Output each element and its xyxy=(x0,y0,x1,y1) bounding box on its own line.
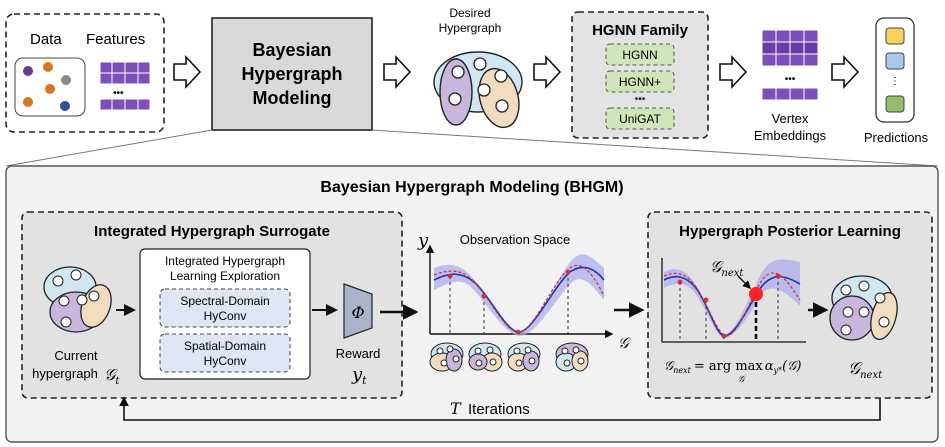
posterior-uncertainty-band xyxy=(664,259,800,338)
spatial-hyconv-box xyxy=(159,333,291,373)
vertex-ellipsis: ••• xyxy=(785,74,796,85)
desired-line2: Hypergraph xyxy=(439,21,502,35)
observed-hypergraph-icon xyxy=(429,342,464,372)
vertex-line1: Vertex xyxy=(772,111,809,126)
data-node-icon xyxy=(61,75,71,85)
data-node-icon xyxy=(43,62,53,72)
prediction-cell-icon xyxy=(885,52,905,70)
vertex-embeddings-icon xyxy=(761,29,819,101)
data-node-icon xyxy=(45,84,55,94)
posterior-title: Hypergraph Posterior Learning xyxy=(679,223,901,240)
features-label: Features xyxy=(86,31,145,48)
current-symbol: 𝒢t xyxy=(104,365,120,387)
zoom-line xyxy=(5,129,213,167)
desired-hypergraph-icon xyxy=(433,51,523,129)
bhgm-box xyxy=(211,17,373,131)
hgnn-model-label: HGNN xyxy=(622,48,657,62)
observation-point xyxy=(447,273,453,279)
feature-matrix-icon xyxy=(99,61,151,111)
flow-arrow-icon xyxy=(533,54,562,90)
spectral-line2: HyConv xyxy=(204,309,247,323)
hgnn-model-label: UniGAT xyxy=(619,112,661,126)
hgnn-model-label: HGNN+ xyxy=(619,75,661,89)
vertex-line2: Embeddings xyxy=(754,128,827,143)
next-label: 𝒢next xyxy=(710,257,744,279)
observed-hypergraph-icon xyxy=(555,342,589,372)
current-line2: hypergraph xyxy=(32,366,98,381)
spectral-line1: Spectral-Domain xyxy=(180,294,269,308)
prediction-cell-icon xyxy=(885,27,905,45)
iterations-label: Iterations xyxy=(468,401,530,418)
argmax-under: 𝒢 xyxy=(738,375,746,385)
flow-arrow-icon xyxy=(831,54,860,90)
data-node-icon xyxy=(23,66,33,76)
zoom-line xyxy=(371,129,939,167)
reward-symbol: yt xyxy=(351,364,367,387)
hgnn-ellipsis: ••• xyxy=(635,94,646,105)
hgnn-model-box xyxy=(605,70,675,93)
surrogate-title: Integrated Hypergraph Surrogate xyxy=(94,223,330,240)
predictions-box xyxy=(875,17,915,123)
bhgm-box-line2: Hypergraph xyxy=(241,64,342,84)
acquisition-formula: 𝒢next = arg max αy*(𝒢) xyxy=(664,359,801,375)
posterior-box xyxy=(647,211,933,399)
next-hypergraph-icon xyxy=(829,275,898,341)
hgnn-model-box xyxy=(605,43,675,66)
phi-reward-model-icon xyxy=(343,283,373,339)
data-node-icon xyxy=(60,101,70,111)
next-query-point xyxy=(749,287,763,301)
bhgm-box-line1: Bayesian xyxy=(252,40,331,60)
flow-arrow-icon xyxy=(719,54,748,90)
x-axis-label: 𝒢 xyxy=(618,334,631,352)
exploration-line1: Integrated Hypergraph xyxy=(165,254,285,268)
predictions-label: Predictions xyxy=(864,130,929,145)
observation-point xyxy=(565,269,571,275)
exploration-line2: Learning Exploration xyxy=(170,269,280,283)
data-node-icon xyxy=(23,97,33,107)
iterations-symbol: T xyxy=(450,399,462,418)
bhgm-panel-title: Bayesian Hypergraph Modeling (BHGM) xyxy=(320,179,623,196)
observation-title: Observation Space xyxy=(460,232,571,247)
svg-text:⋮: ⋮ xyxy=(890,76,900,87)
observation-point xyxy=(515,329,521,335)
prediction-cell-icon xyxy=(885,95,905,113)
features-ellipsis: ••• xyxy=(113,88,124,99)
flow-arrow-icon xyxy=(383,54,412,90)
current-hypergraph-icon xyxy=(43,266,112,333)
phi-label: Φ xyxy=(351,303,364,322)
next-output-symbol: 𝒢next xyxy=(848,359,883,381)
hgnn-family-title: HGNN Family xyxy=(592,22,689,39)
feedback-loop-arrow xyxy=(119,396,881,421)
hgnn-model-box xyxy=(605,107,675,130)
flow-arrow-icon xyxy=(173,54,202,90)
bhgm-box-line3: Modeling xyxy=(253,88,332,108)
spectral-hyconv-box xyxy=(159,288,291,328)
desired-line1: Desired xyxy=(449,6,490,20)
observed-hypergraph-icon xyxy=(507,342,541,372)
spatial-line1: Spatial-Domain xyxy=(184,339,266,353)
uncertainty-band xyxy=(434,254,604,336)
observation-point xyxy=(481,293,487,299)
spatial-line2: HyConv xyxy=(204,354,247,368)
data-label: Data xyxy=(30,31,62,48)
observed-hypergraph-icon xyxy=(468,342,503,372)
current-line1: Current xyxy=(54,348,98,363)
reward-label: Reward xyxy=(336,346,381,361)
y-axis-label: y xyxy=(417,230,429,251)
